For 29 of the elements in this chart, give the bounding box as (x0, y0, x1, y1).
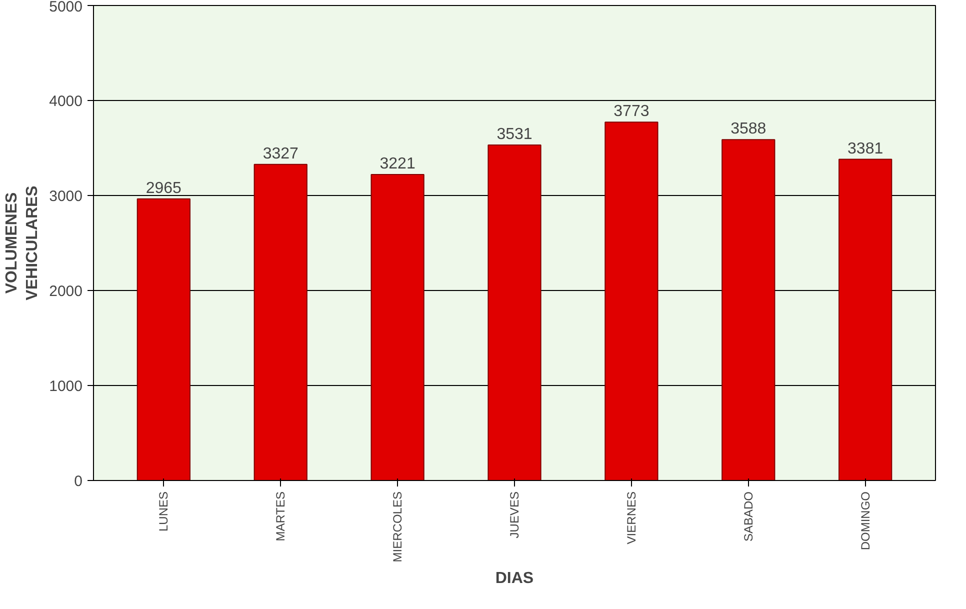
y-axis-title: VOLUMENES VEHICULARES (4, 185, 42, 300)
data-label: 3531 (496, 126, 532, 144)
bar (136, 198, 190, 480)
y-tick-label: 2000 (49, 283, 83, 300)
x-tick-label: MIERCOLES (390, 491, 405, 562)
x-tick-label: VIERNES (624, 491, 638, 544)
bar (722, 139, 776, 480)
bar (488, 144, 542, 480)
x-tick-label: LUNES (156, 492, 171, 532)
data-label: 3327 (262, 145, 299, 162)
bar (838, 158, 892, 480)
y-tick-label: 4000 (49, 93, 83, 110)
y-tick-label: 0 (74, 473, 82, 490)
data-label: 2965 (146, 180, 182, 197)
data-label: 3221 (380, 156, 416, 173)
bar (254, 164, 308, 480)
x-tick-label: DOMINGO (858, 491, 872, 550)
data-label: 3773 (614, 103, 650, 120)
y-tick-label: 5000 (49, 0, 83, 16)
data-label: 3381 (848, 140, 884, 158)
x-axis-title: DIAS (495, 570, 534, 588)
x-tick-label: SABADO (741, 492, 756, 542)
data-label: 3588 (730, 120, 766, 138)
bar (370, 174, 424, 480)
y-tick-label: 1000 (49, 378, 83, 395)
y-tick-label: 3000 (49, 188, 83, 205)
bar (604, 122, 658, 480)
x-tick-label: JUEVES (508, 491, 522, 538)
x-tick-label: MARTES (274, 491, 288, 542)
